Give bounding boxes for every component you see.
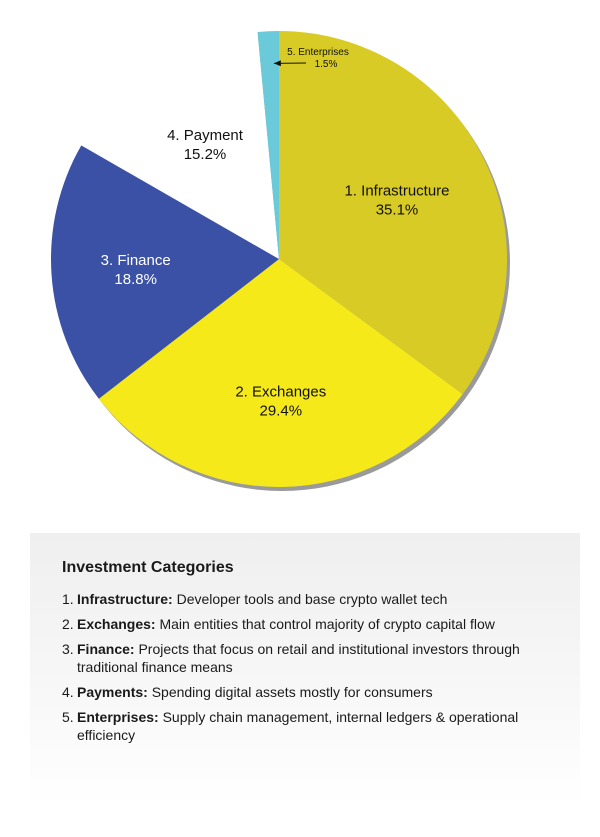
legend-item-desc: Spending digital assets mostly for consu… (151, 684, 433, 700)
legend-item-desc: Developer tools and base crypto wallet t… (176, 591, 448, 607)
enterprises-pointer-arrowhead (273, 60, 281, 67)
legend-item-text: Infrastructure: Developer tools and base… (77, 590, 567, 608)
pie-slice-3 (50, 145, 279, 399)
pie-slice-label-5: 5. Enterprises (287, 47, 349, 58)
legend-item-enterprises: 5. Enterprises: Supply chain management,… (62, 708, 567, 744)
legend-item-text: Payments: Spending digital assets mostly… (77, 683, 567, 701)
pie-slice-label-2: 2. Exchanges (235, 383, 326, 400)
legend-item-term: Payments: (77, 684, 148, 700)
pie-slice-4 (81, 32, 279, 260)
legend-item-text: Enterprises: Supply chain management, in… (77, 708, 567, 744)
pie-slice-label-4: 4. Payment (167, 127, 244, 144)
legend-item-term: Exchanges: (77, 616, 156, 632)
pie-slices (50, 30, 507, 488)
legend-title: Investment Categories (62, 559, 234, 576)
legend-item-desc: Supply chain management, internal ledger… (77, 709, 519, 743)
pie-slice-2 (98, 259, 463, 488)
legend-item-desc: Projects that focus on retail and instit… (77, 641, 520, 675)
legend-item-number: 1. (62, 591, 74, 607)
pie-slice-label-3: 3. Finance (101, 252, 171, 269)
pie-labels: 1. Infrastructure 35.1% 2. Exchanges 29.4% 3… (101, 47, 450, 419)
legend-item-number: 3. (62, 641, 74, 657)
legend-item-term: Infrastructure: (77, 591, 173, 607)
legend-item-payments: 4. Payments: Spending digital assets mos… (62, 683, 567, 701)
pie-slice-1 (279, 31, 507, 395)
legend-item-text: Finance: Projects that focus on retail a… (77, 640, 567, 676)
pie-slice-value-3: 18.8% (114, 271, 157, 288)
pie-slice-value-5: 1.5% (315, 59, 338, 70)
legend-item-exchanges: 2. Exchanges: Main entities that control… (62, 615, 567, 633)
legend-item-term: Enterprises: (77, 709, 159, 725)
legend-item-desc: Main entities that control majority of c… (159, 616, 495, 632)
legend-item-finance: 3. Finance: Projects that focus on retai… (62, 640, 567, 676)
legend-panel: Investment Categories 1. Infrastructure:… (30, 533, 580, 806)
legend-item-number: 4. (62, 684, 74, 700)
legend-item-number: 2. (62, 616, 74, 632)
legend-item-number: 5. (62, 709, 74, 725)
pie-chart: 1. Infrastructure 35.1% 2. Exchanges 29.4% 3… (50, 30, 510, 491)
pie-slice-label-1: 1. Infrastructure (344, 182, 449, 199)
legend-list: 1. Infrastructure: Developer tools and b… (62, 590, 580, 744)
legend-item-term: Finance: (77, 641, 135, 657)
pie-slice-value-4: 15.2% (184, 146, 227, 163)
legend-item-text: Exchanges: Main entities that control ma… (77, 615, 567, 633)
pie-slice-5 (257, 30, 279, 259)
pie-slice-value-2: 29.4% (260, 402, 303, 419)
pie-slice-value-1: 35.1% (376, 201, 419, 218)
legend-item-infrastructure: 1. Infrastructure: Developer tools and b… (62, 590, 567, 608)
